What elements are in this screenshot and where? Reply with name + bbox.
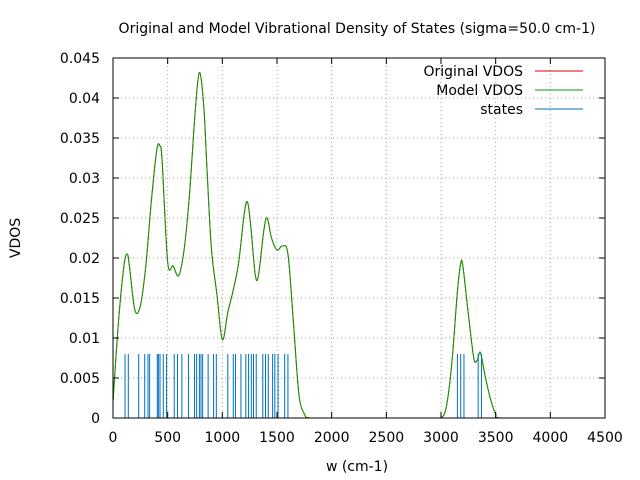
x-tick-label: 3500 <box>478 430 514 446</box>
x-tick-label: 4000 <box>533 430 569 446</box>
y-tick-label: 0.02 <box>69 251 100 267</box>
y-tick-label: 0.03 <box>69 171 100 187</box>
legend-label-states: states <box>480 102 523 118</box>
y-axis-label: VDOS <box>8 218 24 258</box>
y-tick-label: 0.045 <box>60 51 100 67</box>
legend-label-model-vdos: Model VDOS <box>436 83 523 99</box>
x-tick-label: 0 <box>109 430 118 446</box>
ticks <box>112 57 606 419</box>
x-tick-label: 500 <box>154 430 181 446</box>
plot-frame <box>112 57 606 419</box>
legend: Original VDOS Model VDOS states <box>424 64 583 118</box>
grid <box>113 58 605 418</box>
y-tick-label: 0.015 <box>60 291 100 307</box>
x-tick-label: 1000 <box>205 430 241 446</box>
legend-label-original-vdos: Original VDOS <box>424 64 524 80</box>
states-series <box>124 354 482 418</box>
y-tick-label: 0.04 <box>69 91 100 107</box>
x-axis-label: w (cm-1) <box>326 459 388 475</box>
model-vdos-line <box>112 71 605 419</box>
tick-labels: 0 500 1000 1500 2000 2500 3000 3500 4000 4500 0 0.0… <box>60 51 623 446</box>
y-tick-label: 0.035 <box>60 131 100 147</box>
y-tick-label: 0.01 <box>69 331 100 347</box>
x-tick-label: 2500 <box>369 430 405 446</box>
x-tick-label: 1500 <box>259 430 295 446</box>
y-tick-label: 0.005 <box>60 371 100 387</box>
y-tick-label: 0.025 <box>60 211 100 227</box>
x-tick-label: 3000 <box>423 430 459 446</box>
x-tick-label: 2000 <box>314 430 350 446</box>
x-tick-label: 4500 <box>587 430 623 446</box>
y-tick-label: 0 <box>91 411 100 427</box>
series-layer <box>112 71 605 419</box>
chart-title: Original and Model Vibrational Density o… <box>119 21 596 37</box>
